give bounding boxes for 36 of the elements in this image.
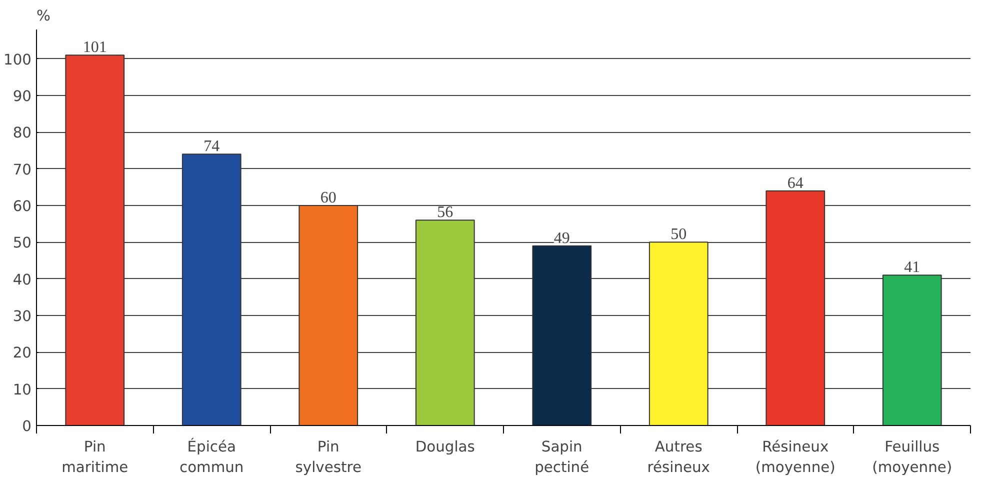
data-label: 49 [554, 230, 570, 247]
bar [882, 274, 942, 426]
data-label: 56 [437, 204, 454, 222]
bar [182, 154, 242, 426]
data-label: 74 [204, 138, 220, 156]
data-label: 41 [904, 259, 920, 276]
y-tick-label: 90 [12, 88, 32, 105]
y-tick-label: 100 [4, 51, 32, 68]
data-label: 101 [82, 39, 107, 56]
bar [65, 54, 125, 426]
x-tick-label: Pin maritime [62, 438, 128, 476]
data-label: 60 [320, 190, 336, 206]
y-tick-label: 20 [12, 344, 32, 362]
x-tick-label: Douglas [415, 438, 475, 456]
y-tick-label: 60 [12, 198, 32, 215]
bar [648, 242, 708, 426]
x-tick-label: Autres résineux [647, 438, 710, 476]
bar [532, 245, 592, 426]
y-tick-label: 40 [12, 271, 32, 288]
y-tick-label: 70 [12, 161, 32, 178]
x-tick-label: Épicéa commun [180, 438, 244, 476]
bar [298, 205, 358, 426]
y-axis-title: % [36, 8, 50, 24]
data-label: 50 [670, 226, 687, 244]
x-tick-label: Feuillus (moyenne) [872, 438, 952, 476]
y-tick-label: 80 [12, 124, 32, 142]
y-tick-label: 10 [12, 381, 32, 398]
bar [766, 190, 826, 426]
y-tick-label: 30 [12, 308, 32, 325]
x-tick-label: Sapin pectiné [534, 438, 590, 476]
x-tick-label: Pin sylvestre [295, 438, 362, 476]
y-tick-label: 50 [12, 234, 32, 252]
x-tick-label: Résineux (moyenne) [755, 438, 836, 476]
bar [415, 220, 475, 426]
data-label: 64 [787, 174, 804, 192]
y-tick-label: 0 [22, 418, 32, 435]
